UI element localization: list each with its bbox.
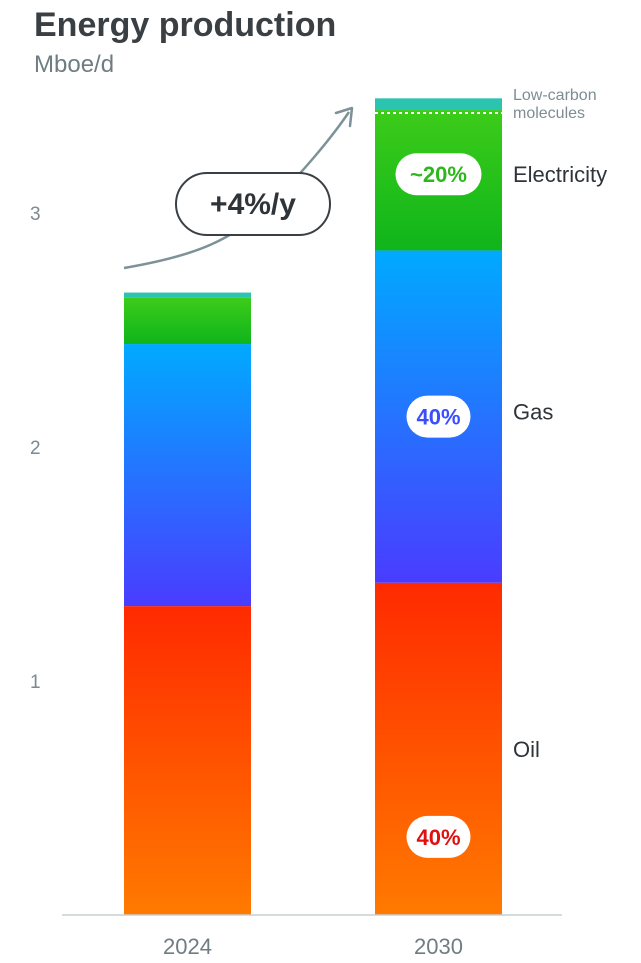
- series-label-oil: Oil: [513, 737, 540, 762]
- badge-gas: [406, 395, 471, 438]
- bar-2024-electricity: [124, 297, 251, 345]
- y-axis-ticks: 1 2 3: [30, 204, 41, 693]
- chart-title: Energy production: [34, 6, 336, 44]
- growth-badge: [175, 172, 331, 236]
- chart-subtitle: Mboe/d: [34, 51, 114, 78]
- growth-arrow-head: [334, 106, 354, 128]
- bar-2030-low-carbon-molecules: [375, 98, 502, 111]
- series-label-low-carbon-line1: Low-carbon: [513, 87, 597, 104]
- y-tick-label: 1: [30, 672, 41, 693]
- x-tick-label-2024: 2024: [163, 934, 212, 958]
- x-tick-label-2030: 2030: [414, 934, 463, 958]
- badge-oil: [406, 815, 471, 858]
- growth-annotation: +4%/y: [210, 188, 296, 221]
- series-label-gas: Gas: [513, 400, 553, 425]
- bar-2030-oil: [375, 582, 502, 915]
- series-label-electricity: Electricity: [513, 162, 607, 187]
- series-label-low-carbon-line2: molecules: [513, 105, 585, 122]
- badge-text-oil: 40%: [416, 825, 460, 850]
- x-axis-ticks: 2024 2030: [163, 934, 463, 959]
- badge-text-gas: 40%: [416, 405, 460, 430]
- y-tick-label: 2: [30, 438, 41, 459]
- badge-text-electricity: ~20%: [410, 162, 467, 187]
- bar-2024-oil: [124, 606, 251, 915]
- bar-2024-low-carbon-molecules: [124, 292, 251, 298]
- y-tick-label: 3: [30, 204, 41, 225]
- badge-electricity: [395, 153, 482, 196]
- bar-2024-gas: [124, 344, 251, 607]
